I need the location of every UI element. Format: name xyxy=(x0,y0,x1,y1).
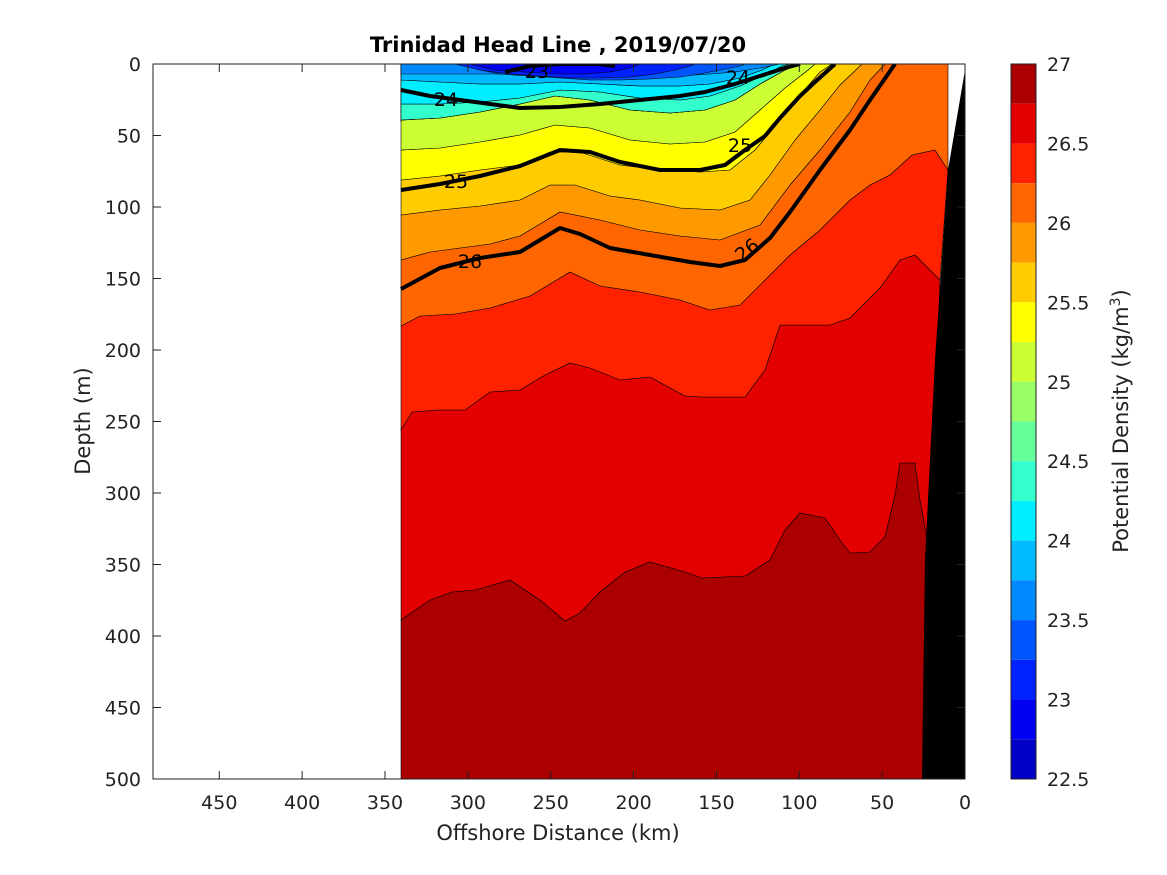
x-tick-label: 100 xyxy=(781,792,817,814)
y-tick-label: 100 xyxy=(105,197,141,219)
x-tick-label: 0 xyxy=(959,792,971,814)
y-tick-label: 300 xyxy=(105,483,141,505)
colorbar-swatch xyxy=(1011,64,1036,104)
bathymetry-fill xyxy=(922,70,965,779)
colorbar-tick-label: 25.5 xyxy=(1047,292,1089,314)
y-tick-label: 50 xyxy=(117,126,141,148)
isopycnal-26 xyxy=(400,64,897,291)
colorbar-tick-label: 25 xyxy=(1047,372,1071,394)
contour-label: 24 xyxy=(434,89,458,111)
colorbar-swatch xyxy=(1011,580,1036,621)
colorbar-tick-label: 23 xyxy=(1047,690,1071,712)
contour-field xyxy=(400,64,949,779)
x-tick-label: 250 xyxy=(533,792,569,814)
x-tick-label: 50 xyxy=(870,792,894,814)
chart-title: Trinidad Head Line , 2019/07/20 xyxy=(370,33,746,57)
colorbar-swatch xyxy=(1011,302,1036,343)
colorbar-tick-label: 26.5 xyxy=(1047,133,1089,155)
y-tick-label: 200 xyxy=(105,340,141,362)
x-tick-label: 350 xyxy=(367,792,403,814)
colorbar-label-exp: 3 xyxy=(1108,297,1124,306)
y-tick-label: 250 xyxy=(105,412,141,434)
colorbar-label: Potential Density (kg/m3) xyxy=(1108,289,1133,553)
contour-label: 23 xyxy=(525,61,549,83)
y-tick-label: 500 xyxy=(105,769,141,791)
colorbar-tick-label: 26 xyxy=(1047,213,1071,235)
colorbar-swatch xyxy=(1011,739,1036,779)
colorbar-swatch xyxy=(1011,699,1036,740)
y-tick-label: 400 xyxy=(105,626,141,648)
y-tick-label: 450 xyxy=(105,698,141,720)
colorbar-tick-label: 23.5 xyxy=(1047,610,1089,632)
isopycnal-25 xyxy=(400,64,837,192)
contour-labels: 23 24 24 25 25 26 26 xyxy=(434,61,764,273)
colorbar-swatch xyxy=(1011,421,1036,462)
x-tick-label: 400 xyxy=(284,792,320,814)
x-tick-label: 150 xyxy=(698,792,734,814)
colorbar-label-main: Potential Density (kg/m xyxy=(1109,306,1133,552)
colorbar-tick-label: 24.5 xyxy=(1047,451,1089,473)
colorbar-frame xyxy=(1010,63,1037,780)
colorbar-swatch xyxy=(1011,659,1036,700)
colorbar-tick-label: 24 xyxy=(1047,531,1071,553)
y-tick-label: 150 xyxy=(105,269,141,291)
isopycnal-23 xyxy=(504,64,616,74)
colorbar-swatch xyxy=(1011,262,1036,303)
x-tick-label: 450 xyxy=(201,792,237,814)
x-axis-label: Offshore Distance (km) xyxy=(436,821,679,845)
colorbar-swatch xyxy=(1011,143,1036,184)
colorbar-tick-label: 22.5 xyxy=(1047,769,1089,791)
colorbar-ticks: 27 26.5 26 25.5 25 24.5 24 23.5 23 22.5 xyxy=(1047,54,1089,791)
x-tick-label: 200 xyxy=(615,792,651,814)
colorbar-label-close: ) xyxy=(1109,289,1133,297)
contour-label: 25 xyxy=(444,171,468,193)
contour-label: 26 xyxy=(458,251,482,273)
colorbar-swatch xyxy=(1011,540,1036,581)
y-tick-label: 0 xyxy=(129,54,141,76)
colorbar-swatch xyxy=(1011,222,1036,263)
colorbar-swatch xyxy=(1011,103,1036,144)
colorbar-swatch xyxy=(1011,342,1036,382)
colorbar-swatch xyxy=(1011,500,1036,541)
y-axis: 0 50 100 150 200 250 300 350 400 450 500 xyxy=(105,54,965,791)
colorbar-swatch xyxy=(1011,381,1036,422)
colorbar-swatch xyxy=(1011,620,1036,660)
colorbar-tick-label: 27 xyxy=(1047,54,1071,76)
contour-label: 25 xyxy=(728,135,752,157)
x-axis: 450 400 350 300 250 200 150 100 50 0 xyxy=(201,64,971,814)
y-axis-label: Depth (m) xyxy=(71,367,95,474)
isopycnal-lines xyxy=(400,64,897,291)
contour-label: 24 xyxy=(726,67,750,89)
colorbar-swatch xyxy=(1011,183,1036,223)
colorbar-swatch xyxy=(1011,461,1036,501)
isopycnal-24 xyxy=(400,64,801,110)
x-tick-label: 300 xyxy=(450,792,486,814)
y-tick-label: 350 xyxy=(105,555,141,577)
colorbar xyxy=(1010,63,1037,780)
